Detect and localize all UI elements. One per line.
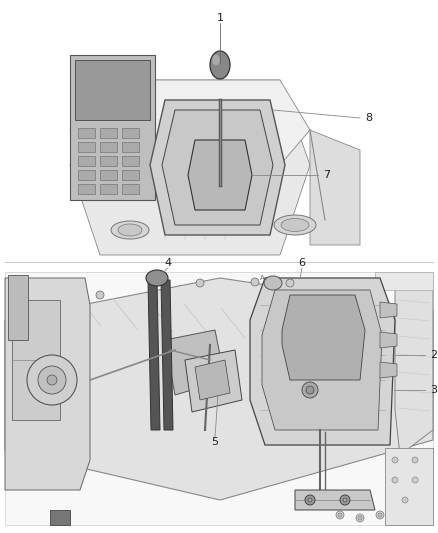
Circle shape xyxy=(47,375,57,385)
Text: 2: 2 xyxy=(430,350,437,360)
Polygon shape xyxy=(122,128,139,138)
Polygon shape xyxy=(100,184,117,194)
Polygon shape xyxy=(12,300,60,420)
Ellipse shape xyxy=(212,55,219,65)
Polygon shape xyxy=(165,330,225,395)
Circle shape xyxy=(378,513,382,517)
Polygon shape xyxy=(122,184,139,194)
Polygon shape xyxy=(122,156,139,166)
Polygon shape xyxy=(385,448,433,525)
Ellipse shape xyxy=(274,215,316,235)
Circle shape xyxy=(302,382,318,398)
Polygon shape xyxy=(395,278,433,455)
Polygon shape xyxy=(250,278,395,445)
Circle shape xyxy=(392,457,398,463)
Circle shape xyxy=(27,355,77,405)
Text: 6: 6 xyxy=(299,258,305,268)
Text: 7: 7 xyxy=(323,170,330,180)
Circle shape xyxy=(251,278,259,286)
Polygon shape xyxy=(100,128,117,138)
Polygon shape xyxy=(78,184,95,194)
Ellipse shape xyxy=(118,224,142,236)
Polygon shape xyxy=(375,272,433,290)
Polygon shape xyxy=(195,360,230,400)
Text: 4: 4 xyxy=(164,258,172,268)
Polygon shape xyxy=(185,350,242,412)
Polygon shape xyxy=(100,142,117,152)
Circle shape xyxy=(38,366,66,394)
Text: 8: 8 xyxy=(365,113,372,123)
Polygon shape xyxy=(78,128,95,138)
Circle shape xyxy=(286,279,294,287)
Polygon shape xyxy=(70,55,155,200)
Ellipse shape xyxy=(210,51,230,79)
Circle shape xyxy=(96,291,104,299)
Polygon shape xyxy=(8,275,28,340)
Circle shape xyxy=(358,516,362,520)
Polygon shape xyxy=(70,80,310,255)
Ellipse shape xyxy=(281,219,309,231)
Polygon shape xyxy=(5,272,433,525)
Circle shape xyxy=(412,477,418,483)
Polygon shape xyxy=(380,362,397,378)
Polygon shape xyxy=(100,156,117,166)
Polygon shape xyxy=(100,170,117,180)
Polygon shape xyxy=(380,302,397,318)
Circle shape xyxy=(412,457,418,463)
Circle shape xyxy=(305,495,315,505)
Polygon shape xyxy=(295,490,375,510)
Polygon shape xyxy=(150,100,285,235)
Polygon shape xyxy=(122,170,139,180)
Polygon shape xyxy=(148,280,160,430)
Polygon shape xyxy=(310,130,360,245)
Text: 1: 1 xyxy=(216,13,223,23)
Polygon shape xyxy=(162,110,273,225)
Circle shape xyxy=(340,495,350,505)
Circle shape xyxy=(376,511,384,519)
Circle shape xyxy=(196,279,204,287)
Circle shape xyxy=(336,511,344,519)
Polygon shape xyxy=(262,290,382,430)
Polygon shape xyxy=(75,60,150,120)
Polygon shape xyxy=(188,140,252,210)
Polygon shape xyxy=(122,142,139,152)
Polygon shape xyxy=(380,332,397,348)
Text: A: A xyxy=(260,275,265,281)
Polygon shape xyxy=(161,280,173,430)
Polygon shape xyxy=(70,80,310,165)
Circle shape xyxy=(308,498,312,502)
Text: 5: 5 xyxy=(212,437,219,447)
Polygon shape xyxy=(78,170,95,180)
Circle shape xyxy=(306,386,314,394)
Polygon shape xyxy=(5,278,433,500)
Text: 3: 3 xyxy=(430,385,437,395)
Polygon shape xyxy=(282,295,365,380)
Circle shape xyxy=(343,498,347,502)
Polygon shape xyxy=(5,278,90,490)
Polygon shape xyxy=(50,510,70,525)
Circle shape xyxy=(338,513,342,517)
Polygon shape xyxy=(78,142,95,152)
Ellipse shape xyxy=(264,276,282,290)
Ellipse shape xyxy=(146,270,168,286)
Circle shape xyxy=(402,497,408,503)
Polygon shape xyxy=(78,156,95,166)
Ellipse shape xyxy=(111,221,149,239)
Circle shape xyxy=(356,514,364,522)
Circle shape xyxy=(392,477,398,483)
